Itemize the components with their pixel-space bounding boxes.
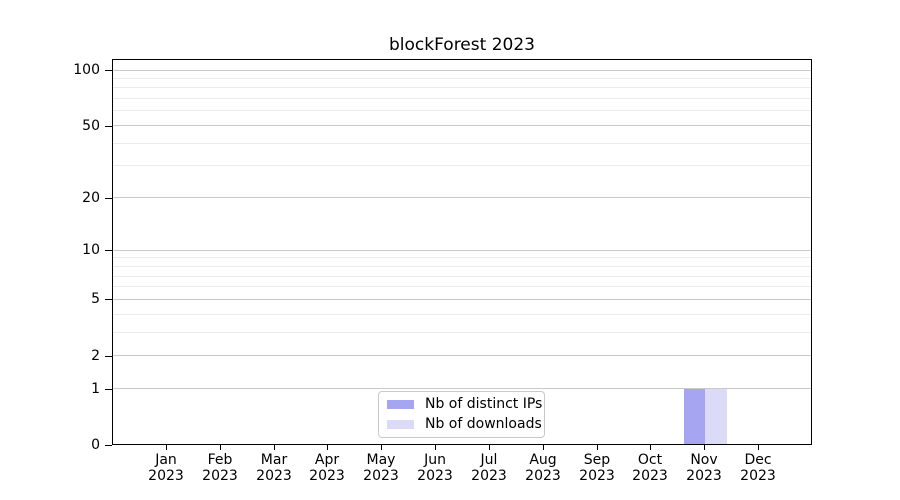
x-tick-year: 2023 [309, 468, 345, 484]
x-tick-label: Nov 2023 [674, 452, 734, 484]
x-tick-year: 2023 [579, 468, 615, 484]
x-tick-year: 2023 [471, 468, 507, 484]
y-tick-mark [105, 198, 112, 199]
gridline-minor [113, 87, 811, 89]
gridline-major [113, 355, 811, 357]
gridline-major [113, 249, 811, 251]
x-tick-year: 2023 [417, 468, 453, 484]
gridline-major [113, 388, 811, 390]
x-tick-label: Aug 2023 [513, 452, 573, 484]
gridline-minor [113, 165, 811, 167]
x-tick-label: Apr 2023 [297, 452, 357, 484]
x-tick-mark [381, 445, 382, 450]
x-tick-mark [704, 445, 705, 450]
gridline-minor [113, 286, 811, 288]
x-tick-year: 2023 [148, 468, 184, 484]
gridline-minor [113, 313, 811, 315]
x-tick-label: Jan 2023 [136, 452, 196, 484]
x-tick-label: Jun 2023 [405, 452, 465, 484]
gridline-minor [113, 275, 811, 277]
y-tick-mark [105, 126, 112, 127]
x-tick-month: Feb [207, 452, 233, 468]
gridline-major [113, 298, 811, 300]
legend-swatch-downloads [387, 420, 414, 429]
legend-entry-distinct-ips: Nb of distinct IPs [387, 396, 544, 413]
gridline-minor [113, 142, 811, 144]
x-tick-mark [597, 445, 598, 450]
x-tick-label: May 2023 [351, 452, 411, 484]
x-tick-mark [166, 445, 167, 450]
gridline-minor [113, 265, 811, 267]
x-tick-label: Sep 2023 [567, 452, 627, 484]
x-tick-year: 2023 [632, 468, 668, 484]
y-tick-label: 20 [82, 190, 100, 206]
x-tick-year: 2023 [686, 468, 722, 484]
x-tick-year: 2023 [525, 468, 561, 484]
y-tick-mark [105, 250, 112, 251]
legend: Nb of distinct IPs Nb of downloads [378, 391, 545, 438]
x-tick-mark [489, 445, 490, 450]
legend-swatch-distinct-ips [387, 400, 414, 409]
y-tick-label: 5 [91, 291, 100, 307]
legend-entry-downloads: Nb of downloads [387, 416, 544, 433]
gridline-minor [113, 110, 811, 112]
y-tick-mark [105, 70, 112, 71]
legend-label: Nb of downloads [425, 416, 542, 432]
x-tick-month: Apr [314, 452, 340, 468]
x-tick-year: 2023 [202, 468, 238, 484]
x-tick-month: Jul [480, 452, 498, 468]
x-tick-label: Mar 2023 [244, 452, 304, 484]
plot-area [112, 59, 812, 445]
x-tick-month: Jun [424, 452, 446, 468]
x-tick-label: Jul 2023 [459, 452, 519, 484]
gridline-major [113, 197, 811, 199]
x-tick-year: 2023 [740, 468, 776, 484]
bar-downloads [705, 389, 727, 444]
x-tick-month: Jan [155, 452, 177, 468]
chart-title: blockForest 2023 [389, 35, 535, 55]
x-tick-month: Sep [583, 452, 611, 468]
y-tick-mark [105, 299, 112, 300]
x-tick-mark [435, 445, 436, 450]
x-tick-mark [274, 445, 275, 450]
x-tick-mark [327, 445, 328, 450]
x-tick-month: Nov [690, 452, 718, 468]
x-tick-label: Oct 2023 [620, 452, 680, 484]
y-tick-label: 100 [73, 62, 100, 78]
x-tick-month: Mar [260, 452, 288, 468]
gridline-minor [113, 331, 811, 333]
x-tick-mark [543, 445, 544, 450]
gridline-major [113, 125, 811, 127]
y-tick-label: 10 [82, 242, 100, 258]
x-tick-mark [220, 445, 221, 450]
x-tick-mark [758, 445, 759, 450]
x-tick-mark [650, 445, 651, 450]
y-tick-label: 50 [82, 118, 100, 134]
x-tick-label: Dec 2023 [728, 452, 788, 484]
y-tick-mark [105, 389, 112, 390]
gridline-minor [113, 77, 811, 79]
legend-label: Nb of distinct IPs [425, 396, 543, 412]
y-tick-label: 0 [91, 437, 100, 453]
bar-distinct-ips [683, 389, 706, 444]
gridline-major [113, 69, 811, 71]
y-tick-mark [105, 356, 112, 357]
x-tick-month: Oct [637, 452, 663, 468]
x-tick-month: May [366, 452, 396, 468]
x-tick-month: Aug [529, 452, 557, 468]
y-tick-label: 1 [91, 381, 100, 397]
x-tick-month: Dec [744, 452, 772, 468]
gridline-minor [113, 98, 811, 100]
x-tick-year: 2023 [256, 468, 292, 484]
y-tick-label: 2 [91, 348, 100, 364]
gridline-minor [113, 257, 811, 259]
x-tick-year: 2023 [363, 468, 399, 484]
y-tick-mark [105, 445, 112, 446]
x-tick-label: Feb 2023 [190, 452, 250, 484]
